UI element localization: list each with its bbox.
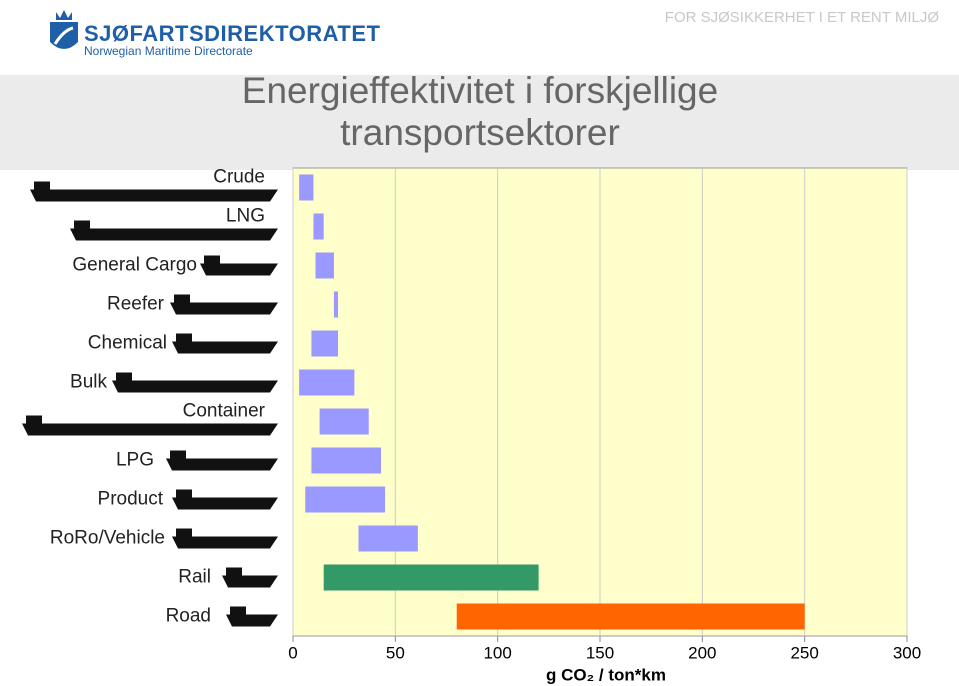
x-tick-label: 300: [893, 643, 921, 662]
bar: [311, 330, 339, 357]
bar: [313, 213, 324, 240]
vehicle-icon: [170, 294, 278, 315]
vehicle-icon: [226, 606, 278, 627]
x-tick-label: 50: [386, 643, 405, 662]
vehicle-icon: [172, 489, 278, 510]
vehicle-icon: [222, 567, 278, 588]
chart-title: Energieffektivitet i forskjellige transp…: [241, 70, 719, 153]
vehicle-icon: [172, 528, 278, 549]
bar: [358, 525, 418, 552]
vehicle-icon: [22, 415, 278, 436]
logo-subtitle: Norwegian Maritime Directorate: [84, 44, 253, 58]
category-label: Product: [98, 489, 164, 510]
vehicle-icon: [70, 220, 278, 241]
x-tick-label: 200: [688, 643, 716, 662]
category-label: Crude: [213, 167, 265, 188]
bar: [299, 174, 314, 201]
x-tick-label: 0: [288, 643, 297, 662]
vehicle-icon: [166, 450, 278, 471]
category-label: Reefer: [107, 294, 165, 315]
category-label: Chemical: [88, 333, 167, 354]
logo-name: SJØFARTSDIREKTORATET: [84, 21, 381, 46]
x-tick-label: 250: [790, 643, 818, 662]
category-label: Container: [183, 401, 266, 422]
bar: [305, 486, 386, 513]
bar: [456, 603, 805, 630]
bar: [315, 252, 334, 279]
bar: [323, 564, 539, 591]
x-axis-label: g CO₂ / ton*km: [546, 665, 666, 684]
category-label: Road: [166, 606, 211, 627]
bar: [333, 291, 339, 318]
x-tick-label: 100: [483, 643, 511, 662]
vehicle-icon: [112, 372, 278, 393]
tagline: FOR SJØSIKKERHET I ET RENT MILJØ: [664, 9, 939, 26]
bar: [319, 408, 369, 435]
category-label: Bulk: [70, 372, 107, 393]
category-label: Rail: [178, 567, 211, 588]
vehicle-icon: [30, 181, 278, 202]
category-label: LNG: [226, 206, 265, 227]
category-label: LPG: [116, 450, 154, 471]
logo-emblem: [50, 10, 78, 49]
bar: [299, 369, 355, 396]
header-band: [0, 75, 959, 170]
bar: [311, 447, 382, 474]
vehicle-icon: [200, 255, 278, 276]
vehicle-icon: [172, 333, 278, 354]
category-label: RoRo/Vehicle: [50, 528, 165, 549]
category-label: General Cargo: [72, 255, 197, 276]
x-tick-label: 150: [586, 643, 614, 662]
